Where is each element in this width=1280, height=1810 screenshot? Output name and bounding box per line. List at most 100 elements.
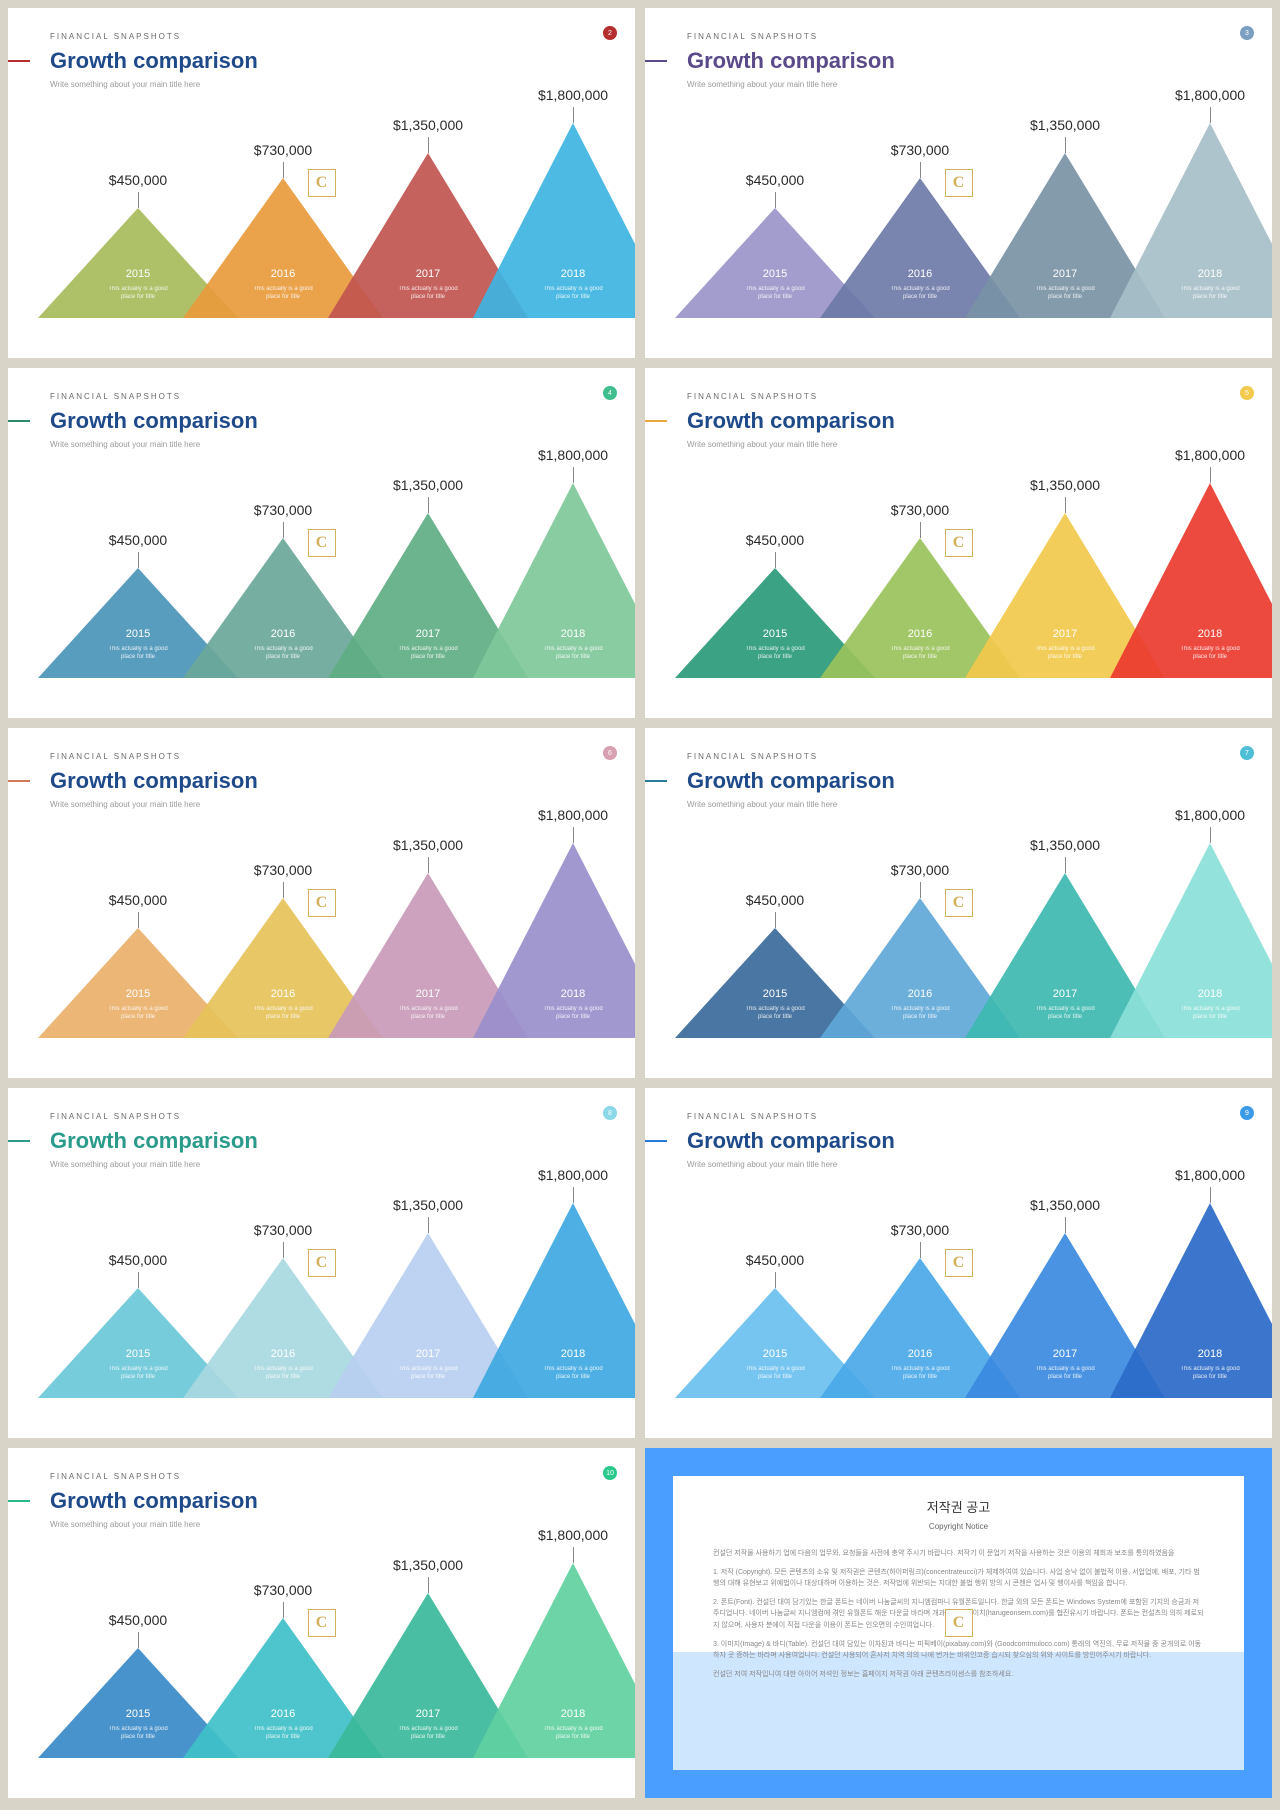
title-accent-bar [8,780,30,782]
year-label: 2018 [1198,628,1222,640]
value-label: $450,000 [746,532,804,548]
value-label: $730,000 [891,862,949,878]
eyebrow: FINANCIAL SNAPSHOTS [50,1472,181,1481]
watermark-icon: C [945,889,973,917]
year-label: 2018 [561,1348,585,1360]
slide-title: Growth comparison [687,48,895,74]
value-stem [920,1242,921,1258]
value-stem [1210,827,1211,843]
eyebrow: FINANCIAL SNAPSHOTS [687,32,818,41]
watermark-icon: C [308,169,336,197]
title-accent-bar [8,420,30,422]
year-label: 2016 [271,628,295,640]
value-stem [920,882,921,898]
bar-description: This actually is a goodplace for title [730,1366,820,1382]
year-label: 2017 [1053,988,1077,1000]
value-label: $1,350,000 [393,1197,463,1213]
year-label: 2016 [908,268,932,280]
chart-slide: FINANCIAL SNAPSHOTS6Growth comparisonWri… [8,728,635,1078]
value-label: $730,000 [254,502,312,518]
value-stem [283,522,284,538]
year-label: 2015 [126,1348,150,1360]
page-number-badge: 3 [1240,26,1254,40]
value-label: $450,000 [109,532,167,548]
bar-description: This actually is a goodplace for title [730,1006,820,1022]
bar-description: This actually is a goodplace for title [383,1366,473,1382]
title-accent-bar [645,1140,667,1142]
value-label: $1,350,000 [393,1557,463,1573]
bar-description: This actually is a goodplace for title [238,1006,328,1022]
value-stem [428,857,429,873]
year-label: 2018 [1198,268,1222,280]
value-stem [283,882,284,898]
slide-subtitle: Write something about your main title he… [687,440,837,449]
bar-description: This actually is a goodplace for title [93,1006,183,1022]
value-stem [775,1272,776,1288]
value-stem [920,522,921,538]
chart-slide: FINANCIAL SNAPSHOTS8Growth comparisonWri… [8,1088,635,1438]
watermark-icon: C [308,1609,336,1637]
triangle-chart: $450,0002015This actually is a goodplace… [645,818,1272,1038]
value-label: $730,000 [254,862,312,878]
value-stem [1065,857,1066,873]
bar-description: This actually is a goodplace for title [1020,286,1110,302]
value-label: $450,000 [746,892,804,908]
year-label: 2018 [1198,988,1222,1000]
value-label: $1,350,000 [1030,1197,1100,1213]
bar-description: This actually is a goodplace for title [383,286,473,302]
eyebrow: FINANCIAL SNAPSHOTS [687,392,818,401]
bar-description: This actually is a goodplace for title [238,1726,328,1742]
watermark-icon: C [945,169,973,197]
year-label: 2018 [561,988,585,1000]
slide-subtitle: Write something about your main title he… [50,440,200,449]
year-label: 2016 [271,1348,295,1360]
value-stem [1210,467,1211,483]
slide-subtitle: Write something about your main title he… [50,1160,200,1169]
slide-title: Growth comparison [687,768,895,794]
value-stem [428,137,429,153]
title-accent-bar [8,1140,30,1142]
title-accent-bar [8,60,30,62]
value-stem [1065,497,1066,513]
year-label: 2017 [416,628,440,640]
value-label: $1,350,000 [393,117,463,133]
value-stem [775,912,776,928]
slide-subtitle: Write something about your main title he… [687,80,837,89]
slide-subtitle: Write something about your main title he… [50,80,200,89]
year-label: 2015 [763,1348,787,1360]
bar-description: This actually is a goodplace for title [1165,1366,1255,1382]
value-label: $1,800,000 [1175,807,1245,823]
bar-description: This actually is a goodplace for title [383,646,473,662]
value-stem [573,1187,574,1203]
year-label: 2017 [1053,268,1077,280]
value-stem [428,1577,429,1593]
triangle-chart: $450,0002015This actually is a goodplace… [645,98,1272,318]
page-number-badge: 4 [603,386,617,400]
value-label: $1,800,000 [538,807,608,823]
bar-description: This actually is a goodplace for title [730,646,820,662]
slide-subtitle: Write something about your main title he… [687,800,837,809]
value-stem [283,1602,284,1618]
triangle-chart: $450,0002015This actually is a goodplace… [8,458,635,678]
bar-description: This actually is a goodplace for title [1020,1366,1110,1382]
chart-slide: FINANCIAL SNAPSHOTS10Growth comparisonWr… [8,1448,635,1798]
value-stem [428,1217,429,1233]
value-stem [1065,137,1066,153]
chart-slide: FINANCIAL SNAPSHOTS 3 Growth comparison Wri… [645,8,1272,358]
triangle-chart: $450,000 2015 This actually is a goodplace… [645,1178,1272,1398]
bar-description: This actually is a goodplace for title [528,646,618,662]
year-label: 2016 [908,1348,932,1360]
bar-description: This actually is a goodplace for title [1020,1006,1110,1022]
slide-title: Growth comparison [50,768,258,794]
title-accent-bar [645,780,667,782]
eyebrow: FINANCIAL SNAPSHOTS [687,1112,818,1121]
value-label: $1,800,000 [538,1167,608,1183]
title-accent-bar [645,60,667,62]
page-number-badge: 6 [603,746,617,760]
page-number-badge: 8 [603,1106,617,1120]
year-label: 2016 [271,268,295,280]
bar-description: This actually is a goodplace for title [730,286,820,302]
value-label: $450,000 [746,1252,804,1268]
triangle-chart: $450,0002015This actually is a goodplace… [8,98,635,318]
watermark-icon: C [308,889,336,917]
